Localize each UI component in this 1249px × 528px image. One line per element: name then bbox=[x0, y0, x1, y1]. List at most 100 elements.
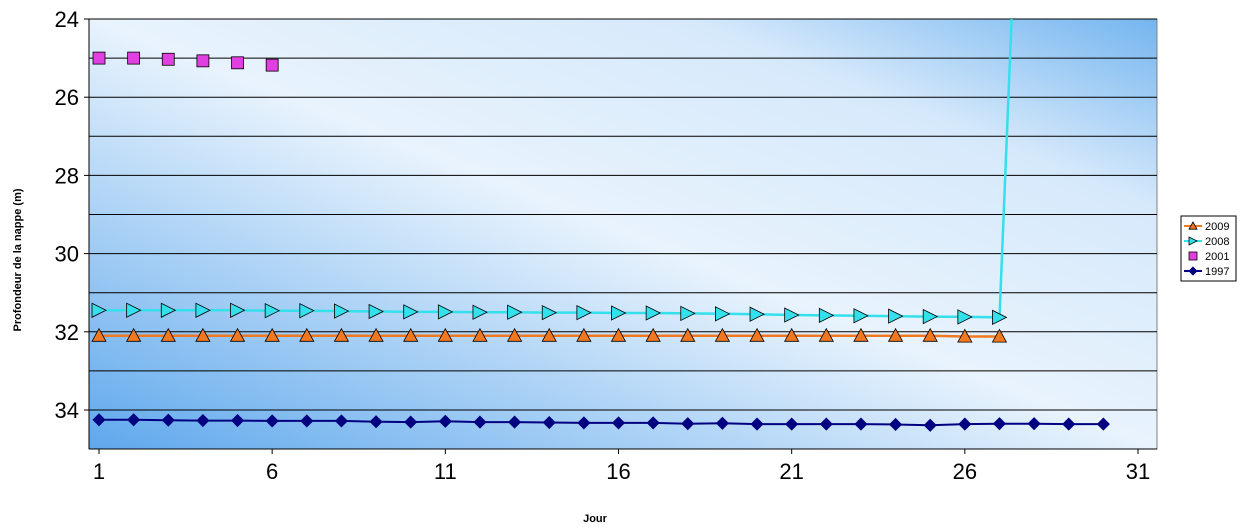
data-point-1997 bbox=[923, 418, 937, 432]
data-point-1997 bbox=[334, 414, 348, 428]
data-point-1997 bbox=[1027, 417, 1041, 431]
data-point-2008 bbox=[818, 307, 835, 324]
data-point-2008 bbox=[957, 309, 973, 325]
y-tick-label: 32 bbox=[55, 320, 79, 345]
data-point-2009 bbox=[160, 327, 176, 342]
data-point-1997 bbox=[750, 417, 764, 431]
data-point-1997 bbox=[508, 415, 522, 429]
data-point-1997 bbox=[369, 415, 383, 429]
series-2009 bbox=[91, 327, 1008, 343]
y-tick-label: 24 bbox=[55, 7, 79, 32]
legend-item-2009: 2009 bbox=[1184, 221, 1229, 233]
data-point-2008 bbox=[299, 303, 315, 319]
series-2001 bbox=[92, 51, 279, 72]
data-point-2009 bbox=[783, 327, 800, 342]
data-point-1997 bbox=[473, 415, 487, 429]
data-point-2001 bbox=[196, 54, 210, 68]
data-point-2008 bbox=[264, 303, 281, 319]
data-point-2008 bbox=[91, 302, 107, 318]
x-tick-label: 31 bbox=[1126, 459, 1150, 484]
data-point-2009 bbox=[853, 327, 869, 342]
data-point-1997 bbox=[1096, 417, 1110, 431]
data-point-2001 bbox=[92, 51, 106, 65]
data-point-2009 bbox=[91, 327, 107, 342]
data-point-1997 bbox=[681, 417, 695, 431]
data-point-2001 bbox=[231, 56, 244, 70]
data-point-2008 bbox=[645, 305, 662, 321]
data-point-2008 bbox=[922, 308, 939, 325]
legend-item-2008: 2008 bbox=[1184, 236, 1229, 248]
data-point-2008 bbox=[368, 303, 384, 320]
x-tick-label: 1 bbox=[93, 459, 105, 484]
data-point-1997 bbox=[542, 415, 556, 430]
data-point-2009 bbox=[506, 327, 523, 342]
y-tick-label: 26 bbox=[55, 85, 79, 110]
data-point-2009 bbox=[125, 327, 142, 342]
x-tick-label: 21 bbox=[779, 459, 803, 484]
series-2008 bbox=[91, 18, 1013, 325]
data-point-2009 bbox=[991, 328, 1008, 343]
data-point-2009 bbox=[472, 327, 488, 342]
data-point-2008 bbox=[888, 308, 904, 324]
data-point-1997 bbox=[646, 416, 660, 430]
series-1997 bbox=[92, 413, 1110, 432]
data-point-2001 bbox=[127, 51, 141, 65]
legend-marker bbox=[1188, 251, 1198, 261]
data-point-1997 bbox=[92, 413, 106, 427]
data-point-2008 bbox=[403, 304, 419, 320]
data-point-1997 bbox=[1062, 417, 1076, 431]
data-point-1997 bbox=[577, 416, 591, 430]
data-point-2008 bbox=[507, 304, 523, 320]
data-point-2009 bbox=[749, 327, 765, 342]
data-point-2008 bbox=[611, 305, 627, 321]
data-point-2008 bbox=[126, 302, 142, 318]
data-point-2008 bbox=[749, 306, 765, 322]
legend-marker bbox=[1188, 236, 1198, 246]
data-point-2009 bbox=[818, 327, 834, 342]
data-point-1997 bbox=[265, 414, 279, 428]
data-point-2009 bbox=[333, 327, 350, 342]
data-point-1997 bbox=[992, 417, 1007, 431]
data-point-2008 bbox=[334, 303, 350, 319]
y-tick-label: 34 bbox=[55, 398, 79, 423]
x-tick-label: 11 bbox=[434, 459, 457, 484]
legend-label: 1997 bbox=[1205, 266, 1229, 278]
data-point-2009 bbox=[887, 327, 904, 342]
data-point-2009 bbox=[922, 327, 938, 342]
y-tick-label: 30 bbox=[55, 242, 79, 267]
data-point-2008 bbox=[195, 302, 211, 318]
legend-label: 2009 bbox=[1205, 221, 1229, 233]
x-tick-label: 16 bbox=[606, 459, 630, 484]
legend: 2009 2008 2001 1997 bbox=[1180, 215, 1237, 282]
data-point-1997 bbox=[127, 413, 141, 427]
data-point-2008 bbox=[715, 306, 731, 322]
data-point-1997 bbox=[230, 413, 245, 428]
data-point-2001 bbox=[265, 58, 279, 72]
data-point-1997 bbox=[958, 417, 972, 431]
legend-label: 2008 bbox=[1205, 236, 1229, 248]
x-tick-label: 6 bbox=[266, 459, 278, 484]
data-point-2009 bbox=[403, 327, 419, 342]
data-point-1997 bbox=[785, 417, 799, 431]
data-point-2008 bbox=[160, 302, 177, 318]
data-point-1997 bbox=[404, 415, 418, 429]
data-point-2008 bbox=[680, 305, 696, 322]
data-point-1997 bbox=[889, 417, 903, 432]
data-point-1997 bbox=[854, 417, 868, 431]
y-axis-title: Profondeur de la nappe (m) bbox=[12, 188, 24, 331]
y-tick-label: 28 bbox=[55, 163, 79, 188]
legend-marker bbox=[1188, 266, 1198, 276]
plot-area bbox=[88, 18, 1158, 450]
data-point-2009 bbox=[299, 327, 315, 342]
data-point-2009 bbox=[195, 327, 211, 342]
data-point-1997 bbox=[715, 416, 729, 430]
data-point-2009 bbox=[264, 327, 280, 342]
data-point-1997 bbox=[438, 414, 452, 428]
legend-item-1997: 1997 bbox=[1184, 266, 1229, 278]
legend-item-2001: 2001 bbox=[1188, 251, 1229, 263]
legend-label: 2001 bbox=[1205, 251, 1229, 263]
x-axis-title: Jour bbox=[583, 513, 608, 525]
data-point-2009 bbox=[368, 327, 384, 342]
data-point-2009 bbox=[437, 327, 454, 342]
